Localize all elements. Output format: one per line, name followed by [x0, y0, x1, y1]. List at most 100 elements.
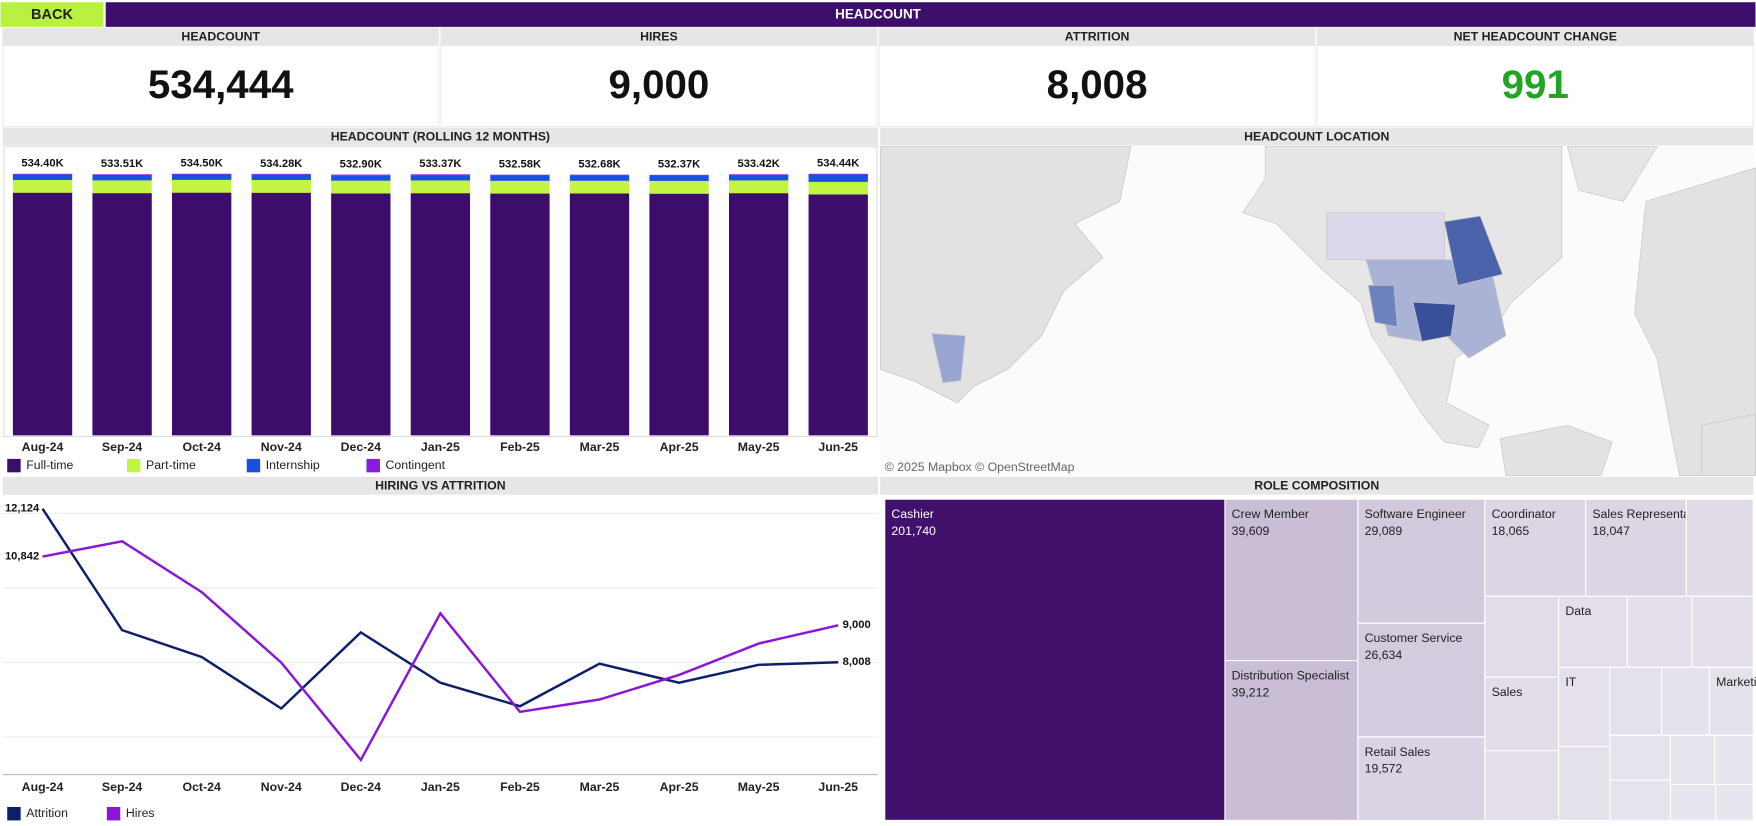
cell-label: Distribution Specialist [1232, 669, 1350, 683]
bar-segment [569, 193, 630, 436]
total-label: 534.44K [817, 158, 859, 170]
bar-segment [172, 173, 232, 175]
treemap-cell [1669, 734, 1716, 785]
x-tick-label: May-25 [738, 440, 780, 454]
legend-label: Part-time [146, 458, 196, 472]
treemap-cell [1357, 498, 1486, 624]
x-tick-label: Jun-25 [818, 780, 858, 794]
cell-value: 26,634 [1365, 648, 1403, 662]
cell-value: 18,065 [1492, 524, 1530, 538]
x-tick-label: Oct-24 [183, 440, 221, 454]
treemap-cell [1609, 779, 1672, 821]
bar-segment [490, 174, 550, 176]
bar-segment [92, 175, 152, 181]
bar-segment [649, 180, 709, 194]
bar-segment [728, 175, 789, 181]
title-bar [440, 27, 877, 46]
kpi-value: 991 [1502, 62, 1569, 107]
treemap-cell [1558, 666, 1611, 748]
bar-segment [410, 175, 471, 181]
map-region [931, 333, 966, 384]
bar-segment [12, 174, 73, 180]
cell-label: Software Engineer [1365, 507, 1466, 521]
x-tick-label: Oct-24 [183, 780, 221, 794]
bar-segment [649, 175, 709, 181]
data-label: 12,124 [5, 503, 40, 515]
data-label: 10,842 [5, 551, 39, 563]
bar-segment [808, 194, 868, 436]
bar-segment [92, 193, 152, 436]
x-tick-label: Jan-25 [421, 440, 460, 454]
map-land [1701, 413, 1756, 477]
bar-segment [12, 179, 73, 193]
map-region [1367, 285, 1398, 328]
cell-value: 29,089 [1365, 524, 1403, 538]
x-tick-label: Feb-25 [500, 780, 540, 794]
x-tick-label: Aug-24 [22, 780, 64, 794]
treemap-cell [1484, 750, 1560, 821]
bar-segment [569, 174, 630, 176]
panel-title: HEADCOUNT LOCATION [1244, 129, 1389, 143]
back-label[interactable]: BACK [31, 7, 74, 23]
treemap-cell [1357, 736, 1486, 821]
treemap-cell [1484, 498, 1587, 597]
cell-value: 19,572 [1365, 762, 1403, 776]
map-land [1634, 167, 1756, 477]
treemap-cell [1685, 498, 1754, 597]
treemap-cell [1609, 734, 1672, 781]
bar-segment [649, 193, 709, 436]
bar-segment [251, 180, 311, 193]
bar-segment [728, 193, 789, 436]
x-tick-label: Sep-24 [102, 780, 142, 794]
bar-segment [410, 180, 471, 194]
bar-segment [649, 174, 709, 176]
line-series [41, 508, 839, 711]
total-label: 534.40K [21, 158, 63, 170]
legend-label: Contingent [386, 458, 446, 472]
total-label: 534.28K [260, 158, 302, 170]
legend-swatch [106, 806, 121, 821]
panel-title: HIRES [640, 30, 678, 44]
total-label: 534.50K [181, 158, 223, 170]
title-bar [2, 476, 878, 495]
map-attribution: © 2025 Mapbox © OpenStreetMap [885, 460, 1075, 474]
map-land [1499, 424, 1613, 477]
total-label: 533.37K [419, 158, 461, 170]
title-bar [880, 476, 1754, 495]
legend-swatch [126, 458, 141, 473]
bar-segment [808, 174, 868, 182]
back-button[interactable] [0, 2, 104, 27]
title-bar [880, 127, 1754, 146]
bar-segment [728, 180, 789, 194]
panel-title: ATTRITION [1065, 30, 1130, 44]
cell-label: Coordinator [1492, 507, 1556, 521]
panel-title: HEADCOUNT [181, 30, 260, 44]
x-tick-label: Apr-25 [660, 440, 699, 454]
x-tick-label: Nov-24 [261, 780, 302, 794]
bar-segment [490, 175, 550, 181]
total-label: 532.90K [340, 158, 382, 170]
cell-value: 39,609 [1232, 524, 1270, 538]
treemap-cell [1661, 666, 1711, 736]
title-bar [2, 127, 878, 146]
x-tick-label: Nov-24 [261, 440, 302, 454]
bar-segment [251, 174, 311, 181]
bar-segment [808, 181, 868, 195]
treemap-cell [1558, 745, 1611, 821]
x-tick-label: Sep-24 [102, 440, 142, 454]
total-label: 532.58K [499, 159, 541, 171]
treemap-cell [1691, 595, 1754, 668]
data-label: 8,008 [843, 656, 871, 668]
bar-segment [92, 180, 152, 194]
bar-segment [251, 173, 311, 175]
x-tick-label: Mar-25 [580, 440, 620, 454]
total-label: 532.68K [578, 159, 620, 171]
bar-segment [490, 193, 550, 436]
treemap-cell [1714, 734, 1754, 785]
bar-segment [251, 192, 311, 436]
cell-label: Sales Representative [1592, 507, 1709, 521]
bar-segment [410, 174, 471, 176]
title-bar [2, 27, 439, 46]
panel-title: ROLE COMPOSITION [1254, 479, 1379, 493]
panel-title: HEADCOUNT (ROLLING 12 MONTHS) [331, 129, 550, 143]
